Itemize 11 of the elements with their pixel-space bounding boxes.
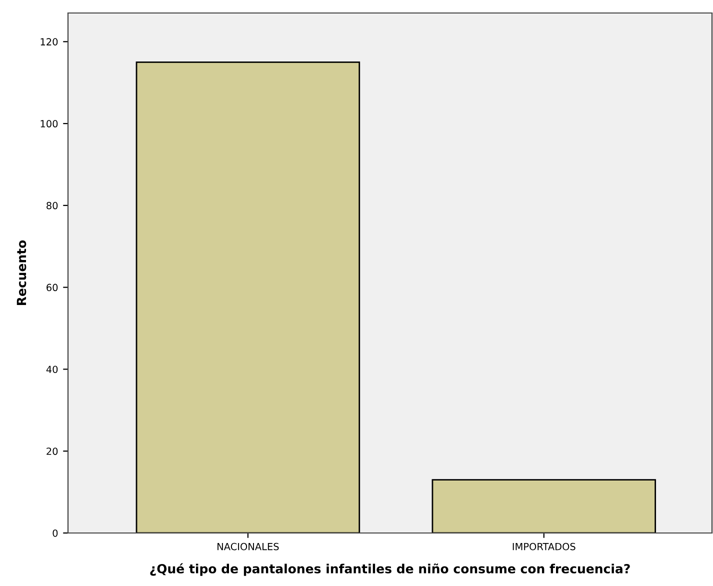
y-tick-label: 0 [52,529,58,537]
y-tick-label: 60 [46,284,58,292]
y-tick-label: 40 [46,366,58,374]
y-tick-label: 120 [40,38,58,46]
y-axis-title: Recuento [16,240,26,306]
x-tick-label: NACIONALES [218,542,279,550]
x-tick-label: IMPORTADOS [512,542,576,550]
y-tick-label: 100 [40,120,58,128]
y-tick-label: 20 [46,448,58,455]
y-tick-label: 80 [46,202,58,210]
x-axis-title: ¿Qué tipo de pantalones infantiles de niño consume con frecuencia? [150,563,630,576]
